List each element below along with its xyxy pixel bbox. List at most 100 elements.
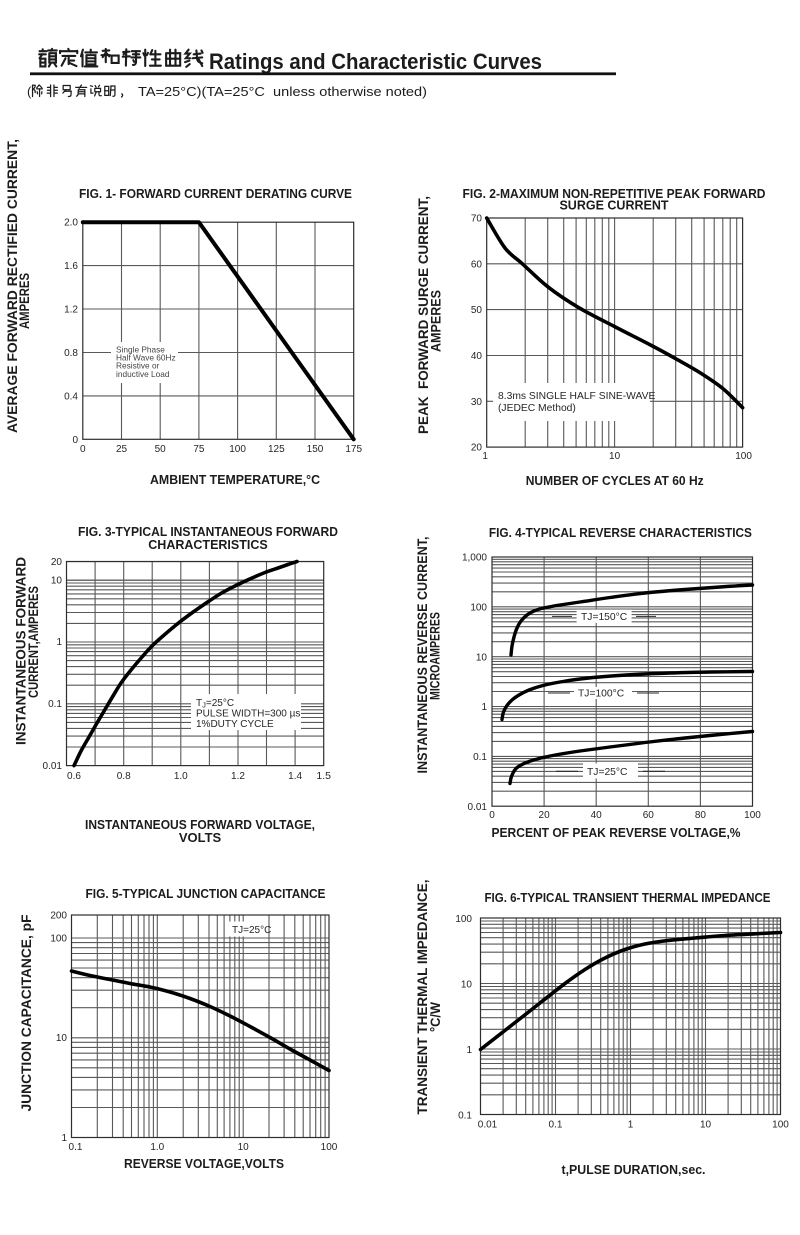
svg-text:TJ=150°C: TJ=150°C: [581, 612, 628, 623]
svg-text:8.3ms SINGLE HALF SINE-WAVE: 8.3ms SINGLE HALF SINE-WAVE: [498, 391, 655, 402]
svg-text:100: 100: [735, 451, 752, 462]
svg-text:70: 70: [471, 214, 483, 225]
svg-text:0.1: 0.1: [48, 699, 62, 710]
svg-text:20: 20: [51, 557, 63, 568]
svg-text:10: 10: [700, 1120, 712, 1131]
svg-text:10: 10: [56, 1033, 68, 1044]
svg-text:Half Wave 60Hz: Half Wave 60Hz: [116, 353, 176, 363]
svg-text:1.0: 1.0: [174, 771, 188, 782]
svg-text:AVERAGE FORWARD RECTIFIED CURR: AVERAGE FORWARD RECTIFIED CURRENT,: [5, 139, 20, 433]
svg-text:REVERSE VOLTAGE,VOLTS: REVERSE VOLTAGE,VOLTS: [124, 1156, 284, 1171]
svg-text:FIG. 5-TYPICAL JUNCTION CAPACI: FIG. 5-TYPICAL JUNCTION CAPACITANCE: [86, 887, 326, 901]
svg-text:0.1: 0.1: [69, 1142, 83, 1153]
svg-text:10: 10: [461, 980, 473, 991]
svg-text:TA=25°C)(TA=25°C unless other: TA=25°C)(TA=25°C unless otherwise noted): [138, 85, 427, 99]
svg-text:0.01: 0.01: [478, 1120, 498, 1131]
svg-text:1.0: 1.0: [150, 1142, 164, 1153]
svg-text:INSTANTANEOUS REVERSE CURRENT,: INSTANTANEOUS REVERSE CURRENT,: [415, 537, 430, 774]
svg-text:1.5: 1.5: [316, 770, 331, 782]
svg-text:10: 10: [238, 1142, 250, 1153]
svg-text:INSTANTANEOUS FORWARD: INSTANTANEOUS FORWARD: [14, 557, 29, 745]
svg-text:1: 1: [61, 1133, 67, 1144]
svg-text:FIG. 2-MAXIMUM NON-REPETITIVE: FIG. 2-MAXIMUM NON-REPETITIVE PEAK FORWA…: [463, 187, 766, 201]
svg-text:MICROAMPERES: MICROAMPERES: [428, 612, 443, 700]
svg-text:0.6: 0.6: [67, 771, 81, 782]
svg-text:VOLTS: VOLTS: [179, 830, 222, 845]
svg-text:10: 10: [476, 652, 488, 663]
svg-text:0: 0: [80, 444, 86, 455]
svg-text:TJ=25°C: TJ=25°C: [196, 698, 234, 710]
svg-text:50: 50: [155, 444, 167, 455]
svg-text:1%DUTY CYCLE: 1%DUTY CYCLE: [196, 719, 274, 730]
svg-text:2.0: 2.0: [64, 218, 78, 229]
svg-text:100: 100: [772, 1120, 789, 1131]
svg-text:20: 20: [539, 810, 551, 821]
svg-text:0.8: 0.8: [64, 348, 78, 359]
svg-text:75: 75: [193, 444, 205, 455]
svg-text:TJ=25°C: TJ=25°C: [232, 925, 271, 936]
svg-text:0.1: 0.1: [473, 752, 487, 763]
svg-text:0: 0: [489, 810, 495, 821]
svg-text:(JEDEC Method): (JEDEC Method): [498, 403, 576, 414]
svg-text:1,000: 1,000: [462, 553, 487, 564]
svg-text:100: 100: [470, 603, 487, 614]
svg-text:JUNCTION CAPACITANCE, pF: JUNCTION CAPACITANCE, pF: [19, 915, 34, 1112]
svg-text:AMBIENT TEMPERATURE,°C: AMBIENT TEMPERATURE,°C: [150, 472, 321, 487]
svg-text:1: 1: [628, 1120, 634, 1131]
svg-text:0.1: 0.1: [458, 1111, 472, 1122]
svg-text:TJ=25°C: TJ=25°C: [587, 767, 628, 778]
svg-text:0.8: 0.8: [117, 771, 131, 782]
svg-text:100: 100: [744, 810, 761, 821]
svg-text:(: (: [27, 84, 32, 99]
svg-text:30: 30: [471, 397, 483, 408]
svg-text:AMPERES: AMPERES: [17, 273, 32, 329]
svg-text:20: 20: [471, 443, 483, 454]
svg-text:SURGE CURRENT: SURGE CURRENT: [559, 199, 668, 213]
svg-text:Single Phase: Single Phase: [116, 345, 165, 355]
svg-text:PEAK FORWARD SURGE CURRENT,: PEAK FORWARD SURGE CURRENT,: [416, 196, 431, 434]
svg-text:60: 60: [643, 810, 655, 821]
svg-text:1.2: 1.2: [231, 771, 245, 782]
svg-text:1: 1: [482, 451, 488, 462]
svg-text:1.6: 1.6: [64, 261, 78, 272]
svg-text:INSTANTANEOUS FORWARD VOLTAGE,: INSTANTANEOUS FORWARD VOLTAGE,: [85, 817, 315, 832]
svg-text:60: 60: [471, 259, 483, 270]
svg-text:°C/W: °C/W: [428, 1002, 443, 1032]
svg-text:200: 200: [50, 911, 67, 922]
svg-text:0.4: 0.4: [64, 391, 78, 402]
svg-text:0.1: 0.1: [549, 1120, 563, 1131]
svg-text:100: 100: [229, 444, 246, 455]
svg-text:1.2: 1.2: [64, 305, 78, 316]
svg-text:TRANSIENT THERMAL IMPEDANCE,: TRANSIENT THERMAL IMPEDANCE,: [415, 880, 430, 1115]
svg-text:10: 10: [609, 451, 621, 462]
svg-text:100: 100: [50, 934, 67, 945]
svg-text:PERCENT OF PEAK REVERSE VOLTAG: PERCENT OF PEAK REVERSE VOLTAGE,%: [492, 825, 741, 840]
svg-text:t,PULSE DURATION,sec.: t,PULSE DURATION,sec.: [562, 1162, 706, 1177]
svg-text:FIG. 3-TYPICAL INSTANTANEOUS F: FIG. 3-TYPICAL INSTANTANEOUS FORWARD: [78, 525, 338, 539]
svg-text:Ratings and Characteristic Cur: Ratings and Characteristic Curves: [209, 49, 542, 74]
svg-text:100: 100: [455, 914, 472, 925]
svg-text:1: 1: [56, 637, 62, 648]
svg-text:FIG. 4-TYPICAL REVERSE CHARACT: FIG. 4-TYPICAL REVERSE CHARACTERISTICS: [489, 526, 752, 540]
svg-text:50: 50: [471, 305, 483, 316]
svg-text:CHARACTERISTICS: CHARACTERISTICS: [148, 538, 267, 552]
svg-text:175: 175: [345, 444, 362, 455]
svg-text:PULSE WIDTH=300 µs: PULSE WIDTH=300 µs: [196, 709, 300, 720]
svg-text:0.01: 0.01: [468, 802, 488, 813]
svg-text:AMPERES: AMPERES: [429, 290, 444, 352]
svg-text:150: 150: [307, 444, 324, 455]
svg-text:CURRENT,AMPERES: CURRENT,AMPERES: [26, 586, 41, 698]
svg-text:40: 40: [591, 810, 603, 821]
svg-text:TJ=100°C: TJ=100°C: [578, 689, 625, 700]
svg-text:1: 1: [466, 1045, 472, 1056]
svg-text:inductive Load: inductive Load: [116, 369, 170, 379]
svg-text:FIG. 1- FORWARD CURRENT DERATI: FIG. 1- FORWARD CURRENT DERATING CURVE: [79, 187, 352, 201]
svg-text:0.01: 0.01: [43, 761, 63, 772]
svg-text:0: 0: [72, 435, 78, 446]
svg-text:FIG. 6-TYPICAL TRANSIENT THERM: FIG. 6-TYPICAL TRANSIENT THERMAL IMPEDAN…: [485, 891, 771, 905]
svg-text:25: 25: [116, 444, 128, 455]
svg-text:10: 10: [51, 576, 63, 587]
svg-text:100: 100: [321, 1142, 338, 1153]
svg-text:Resistive or: Resistive or: [116, 361, 160, 371]
svg-text:NUMBER OF CYCLES AT 60 Hz: NUMBER OF CYCLES AT 60 Hz: [526, 473, 704, 488]
